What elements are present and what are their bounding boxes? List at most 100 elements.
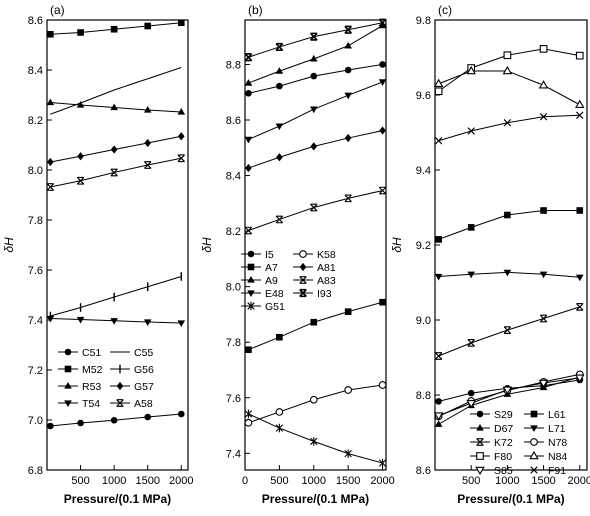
- panel-c-legend-d67-label: D67: [494, 423, 513, 435]
- panel-c-series-f91-point: [576, 111, 584, 119]
- panel-a-series-r53-point: [143, 106, 152, 113]
- panel-b-series-a83-point: [310, 203, 318, 212]
- panel-a-series-g57-point: [110, 145, 118, 154]
- panel-c-series-k72-point: [434, 352, 443, 360]
- panel-a-series-a58-point: [110, 168, 118, 177]
- panel-c-series-f91-point: [539, 113, 548, 121]
- panel-b-series-k58-point: [344, 386, 353, 394]
- panel-a-series-a58-point: [46, 183, 55, 191]
- panel-a-y-tick-label: 7.2: [28, 365, 43, 377]
- panel-c-x-tick-label: 1500: [531, 475, 555, 487]
- panel-b-series-g51-point: [344, 449, 352, 458]
- panel-c-series-f91-point: [503, 119, 512, 127]
- panel-c-series-l61-point: [504, 211, 511, 219]
- panel-c-legend-n84-label: N84: [548, 451, 567, 463]
- panel-b-legend-a9-label: A9: [265, 275, 278, 287]
- panel-a: (a) Pressure/(0.1 MPa) δH 500 1000 1500 200…: [2, 3, 194, 506]
- panel-c-y-axis-title: δH: [390, 237, 404, 253]
- panel-b-series-a9-point: [309, 54, 318, 62]
- panel-b-series-e48-point: [244, 136, 253, 144]
- panel-b-series-i5-point: [276, 82, 283, 90]
- panel-b-legend-a81-swatch-marker: [299, 262, 307, 272]
- panel-b-legend-i5-label: I5: [265, 249, 274, 261]
- panel-a-series-m52-point: [77, 29, 84, 36]
- panel-c-series-f91-point: [467, 127, 475, 135]
- panel-c-legend-l61-label: L61: [548, 409, 566, 421]
- panel-c-legend-n78-label: N78: [548, 437, 567, 449]
- panel-c-y-tick-label: 8.6: [416, 465, 431, 477]
- panel-a-series-c51-point: [47, 422, 54, 430]
- panel-b-series-a83-point: [244, 226, 253, 235]
- panel-a-x-tick-label: 2000: [169, 475, 193, 487]
- panel-b-series-a7-point: [276, 333, 283, 341]
- panel-c-series-n84-point: [502, 65, 513, 75]
- panel-b-series-a81-point: [344, 133, 352, 143]
- panel-c-plot-frame: [434, 19, 588, 471]
- panel-b-y-tick-label: 8.8: [226, 59, 241, 71]
- panel-b-series-a7-point: [379, 298, 386, 306]
- panel-c-series-k72-point: [576, 303, 584, 311]
- panel-a-legend-r53-swatch-marker: [64, 382, 72, 389]
- panel-c-series-s85-point: [433, 412, 444, 421]
- panel-b-x-tick-label: 2000: [370, 475, 394, 487]
- panel-b-series-i5-point: [245, 90, 252, 97]
- panel-b-y-tick-label: 7.4: [226, 448, 241, 460]
- panel-c-series-f80-point: [539, 45, 548, 53]
- panel-a-series-g56-line: [50, 276, 182, 317]
- panel-b-x-tick-label: 1000: [302, 475, 326, 487]
- panel-a-series-a58-point: [76, 176, 85, 185]
- panel-a-series-a58-line: [50, 157, 182, 188]
- panel-c-x-tick-label: 500: [462, 475, 480, 487]
- panel-b-legend-a83-label: A83: [317, 275, 336, 287]
- panel-b-legend-a83-swatch-marker: [299, 276, 307, 284]
- panel-b-series-i93-point: [309, 32, 318, 41]
- panel-c-series-l61-point: [435, 236, 442, 243]
- panel-c-legend-l61-swatch-marker: [530, 410, 538, 418]
- panel-b-legend-i5-swatch-marker: [247, 250, 255, 258]
- panel-c-series-s85-point: [466, 400, 476, 409]
- panel-a-series-m52-point: [177, 19, 185, 27]
- panel-a-plot-frame: [46, 19, 189, 471]
- panel-c-series-k72-point: [467, 339, 475, 347]
- panel-c-series-s85-point: [502, 386, 513, 395]
- panel-a-legend-r53-label: R53: [82, 381, 101, 393]
- panel-b-series-a9-point: [244, 79, 253, 86]
- panel-c-legend-l71-label: L71: [548, 423, 566, 435]
- panel-a-series-g57-point: [77, 152, 84, 161]
- panel-c-series-s85-point: [538, 379, 549, 389]
- panel-c-legend-k72-swatch-marker: [476, 438, 484, 446]
- panel-b-series-k58-point: [309, 395, 318, 404]
- panel-c-series-k72-point: [539, 314, 548, 323]
- panel-a-y-tick-label: 7.0: [28, 415, 43, 427]
- panel-a-legend-g57-label: G57: [134, 381, 154, 393]
- panel-c-legend-s85-label: S85: [494, 465, 513, 477]
- panel-a-series-g57-point: [177, 132, 185, 141]
- panel-b-series-i5-point: [379, 61, 386, 68]
- panel-b-series-i93-point: [275, 42, 284, 52]
- panel-c-y-tick-label: 9.2: [416, 240, 431, 252]
- panel-b-legend-a81-label: A81: [317, 262, 336, 274]
- panel-b-x-axis-title: Pressure/(0.1 MPa): [262, 492, 369, 506]
- panel-a-series-t54-point: [46, 315, 55, 323]
- panel-a-y-tick-label: 7.8: [28, 215, 43, 227]
- panel-c-series-l71-point: [467, 271, 475, 279]
- panel-a-y-tick-label: 8.2: [28, 115, 43, 127]
- panel-c-series-f91-point: [434, 137, 443, 145]
- panel-a-legend-c51-label: C51: [82, 347, 101, 359]
- panel-a-series-t54-point: [110, 318, 118, 325]
- panel-c-y-tick-label: 9.8: [416, 15, 431, 27]
- panel-b-series-a7-point: [310, 318, 318, 326]
- panel-c-legend-s85-swatch-marker: [475, 466, 485, 476]
- panel-a-y-tick-label: 8.0: [28, 165, 43, 177]
- panel-b-series-e48-point: [275, 123, 284, 131]
- panel-b-series-g51-point: [275, 423, 284, 433]
- panel-a-legend-c51-swatch-marker: [64, 348, 72, 356]
- panel-c-series-l61-point: [540, 207, 547, 214]
- panel-a-series-r53-point: [76, 101, 85, 108]
- panel-b-series-a81-point: [379, 126, 386, 135]
- panel-c-series-f80-point: [503, 51, 512, 60]
- panel-b-series-a83-point: [344, 194, 352, 203]
- panel-c-y-tick-label: 9.4: [416, 165, 431, 177]
- panel-b-legend-a7-label: A7: [265, 262, 278, 274]
- panel-c-legend-d67-swatch-marker: [476, 424, 484, 431]
